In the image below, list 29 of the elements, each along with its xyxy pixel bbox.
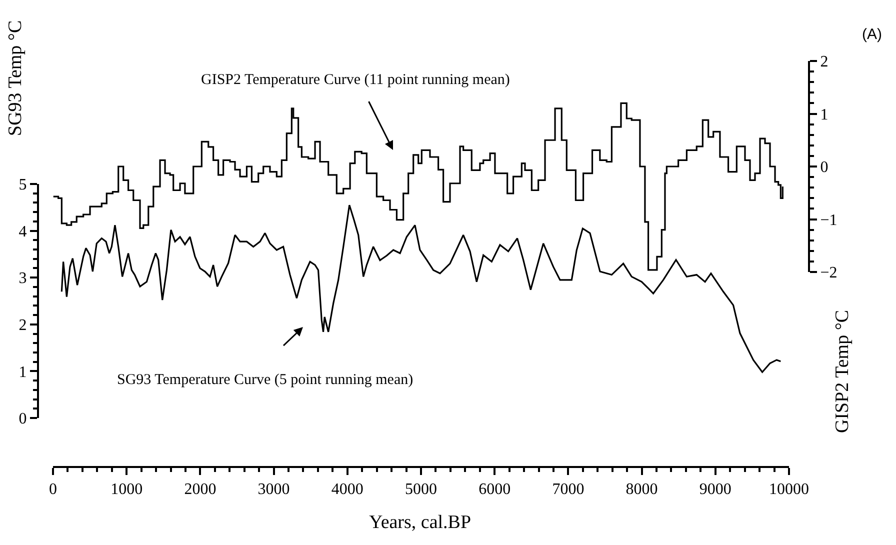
y-tick-label: 5 xyxy=(18,176,27,194)
y2-tick-label: −1 xyxy=(820,212,838,229)
annotation: SG93 Temperature Curve (5 point running mean) xyxy=(117,372,414,388)
x-tick-label: 1000 xyxy=(110,481,143,498)
y-tick-label: 0 xyxy=(18,410,27,428)
y2-tick-label: 0 xyxy=(820,159,828,176)
x-tick-label: 7000 xyxy=(552,481,584,498)
x-tick-label: 8000 xyxy=(626,481,658,498)
y-axis-title: SG93 Temp °C xyxy=(5,20,26,136)
x-tick-label: 5000 xyxy=(405,481,437,498)
x-tick-label: 10000 xyxy=(769,481,809,498)
text: (A) xyxy=(862,26,882,43)
text: GISP2 Temperature Curve (11 point running mean) xyxy=(201,72,510,88)
line-series xyxy=(60,204,782,373)
x-tick-label: 6000 xyxy=(478,481,511,498)
x-axis-title: Years, cal.BP xyxy=(369,512,472,533)
x-tick-label: 4000 xyxy=(331,481,364,498)
x-tick-label: 3000 xyxy=(258,481,290,498)
y2-tick-label: −2 xyxy=(820,264,838,282)
y2-tick-label: 2 xyxy=(820,54,828,71)
y-tick-label: 3 xyxy=(18,270,27,288)
x-tick-label: 0 xyxy=(49,481,57,498)
y-tick-label: 1 xyxy=(18,364,27,381)
x-tick-label: 2000 xyxy=(184,481,216,498)
y-tick-label: 4 xyxy=(18,223,27,240)
y2-tick-label: 1 xyxy=(820,106,828,124)
y-tick-label: 2 xyxy=(18,317,27,334)
x-tick-label: 9000 xyxy=(699,481,732,498)
y2-axis-title: GISP2 Temp °C xyxy=(832,310,853,433)
